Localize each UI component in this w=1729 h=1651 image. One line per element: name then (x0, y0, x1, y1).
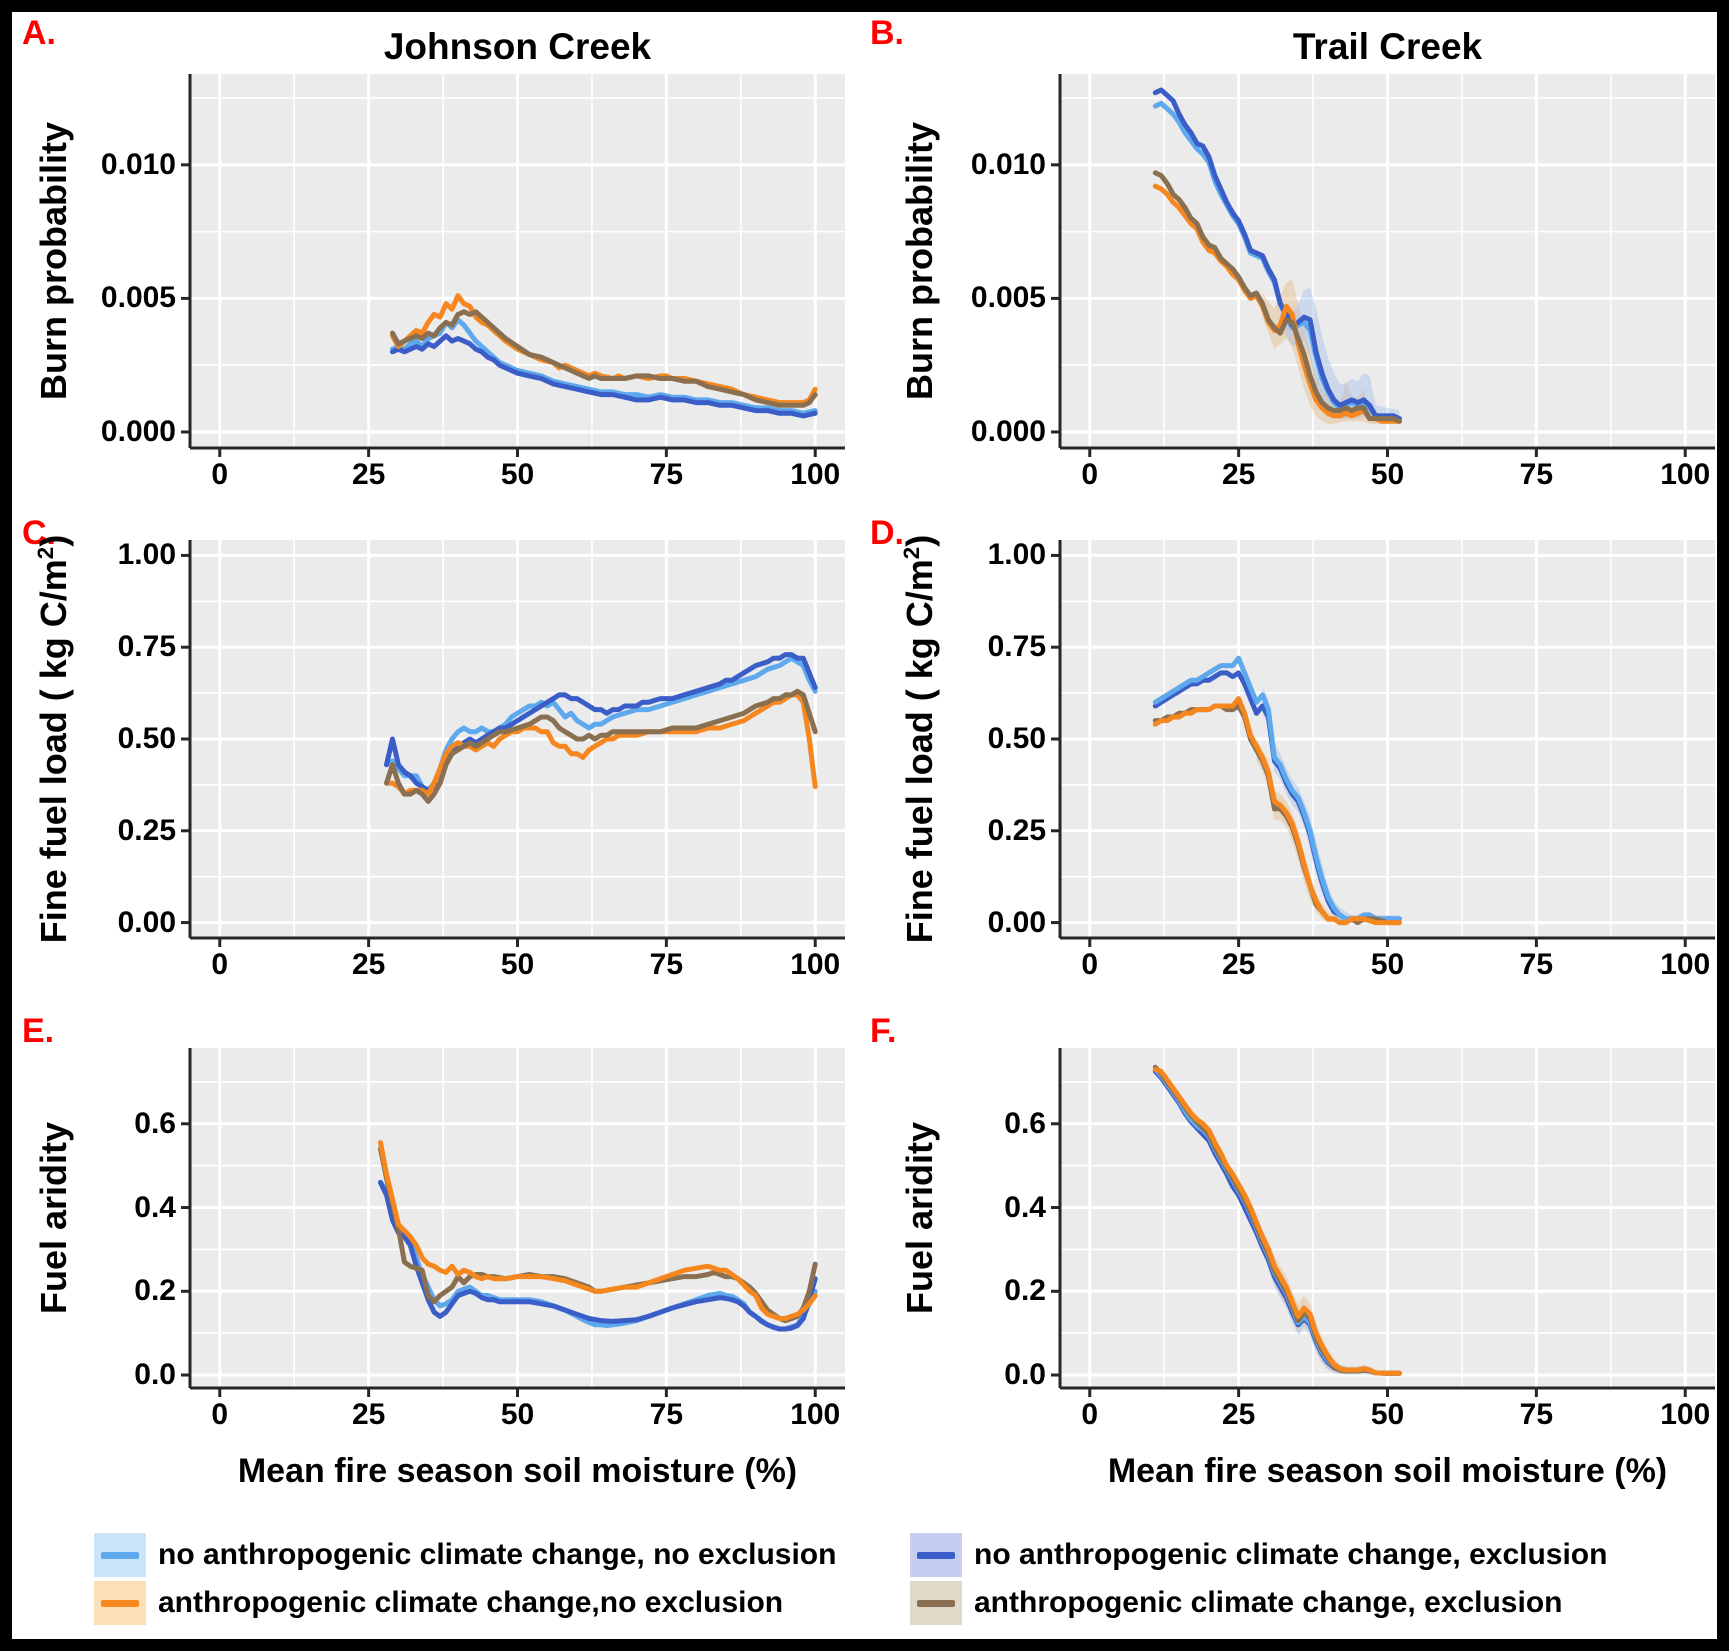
panel-letter-f: F. (870, 1012, 897, 1050)
y-tick-label: 0.0 (1004, 1358, 1046, 1392)
y-tick-label: 0.000 (970, 414, 1046, 448)
legend-key-lightblue (94, 1533, 146, 1577)
legend-line-lightblue (101, 1551, 139, 1559)
legend-line-orange (101, 1599, 139, 1607)
chart-svg-c (181, 540, 845, 947)
column-title-johnson-creek: Johnson Creek (383, 26, 652, 67)
y-tick-label: 0.010 (970, 147, 1046, 181)
x-tick-label: 50 (1370, 948, 1405, 981)
legend-key-darkblue (910, 1533, 962, 1577)
x-tick-label: 100 (790, 1398, 841, 1431)
y-tick-label: 0.000 (100, 414, 176, 448)
x-tick-label: 25 (351, 1398, 386, 1431)
legend-line-darkblue (917, 1551, 955, 1559)
x-tick-label: 75 (1519, 1398, 1554, 1431)
column-title-trail-creek: Trail Creek (1292, 26, 1483, 67)
chart-svg-d (1051, 540, 1715, 947)
panel-letter-e: E. (22, 1012, 55, 1050)
x-tick-label: 75 (649, 1398, 684, 1431)
x-tick-label: 75 (649, 948, 684, 981)
legend-key-brown (910, 1581, 962, 1625)
y-tick-label: 0.50 (987, 722, 1046, 755)
x-tick-label: 50 (500, 458, 535, 491)
panel-letter-d: D. (870, 514, 904, 552)
plot-area-d (1051, 540, 1715, 947)
x-tick-label: 0 (211, 458, 229, 491)
chart-svg-a (181, 74, 845, 457)
panel-letter-a: A. (22, 14, 56, 52)
x-tick-label: 75 (1519, 458, 1554, 491)
y-tick-label: 0.25 (987, 813, 1046, 847)
x-tick-label: 100 (1660, 948, 1711, 981)
x-axis-title-left: Mean fire season soil moisture (%) (237, 1452, 798, 1490)
legend-line-brown (917, 1599, 955, 1607)
x-tick-label: 75 (1519, 948, 1554, 981)
y-tick-label: 0.005 (100, 281, 176, 315)
x-tick-label: 50 (1370, 458, 1405, 491)
y-tick-label: 0.50 (117, 722, 176, 755)
y-tick-label: 0.0 (134, 1358, 176, 1392)
y-tick-label: 0.00 (987, 905, 1046, 939)
x-tick-label: 75 (649, 458, 684, 491)
x-tick-label: 0 (1081, 458, 1099, 491)
y-tick-label: 0.6 (1004, 1106, 1046, 1140)
x-tick-label: 0 (211, 1398, 229, 1431)
legend-item-no-cc-no-exclusion: no anthropogenic climate change, no excl… (94, 1532, 836, 1578)
x-tick-label: 100 (790, 458, 841, 491)
chart-svg-e (181, 1048, 845, 1397)
plot-area-c (181, 540, 845, 947)
plot-area-e (181, 1048, 845, 1397)
y-tick-label: 0.25 (117, 813, 176, 847)
y-tick-label: 0.4 (134, 1190, 176, 1224)
x-tick-label: 25 (351, 458, 386, 491)
x-tick-label: 50 (500, 948, 535, 981)
panel-letter-c: C. (22, 514, 56, 552)
chart-svg-f (1051, 1048, 1715, 1397)
x-tick-label: 25 (1221, 948, 1256, 981)
legend-label: no anthropogenic climate change, exclusi… (974, 1538, 1608, 1571)
legend-item-no-cc-exclusion: no anthropogenic climate change, exclusi… (910, 1532, 1607, 1578)
legend-label: anthropogenic climate change, exclusion (974, 1586, 1563, 1619)
x-tick-label: 100 (1660, 1398, 1711, 1431)
x-tick-label: 0 (1081, 948, 1099, 981)
y-tick-label: 0.75 (117, 630, 176, 664)
legend-item-cc-exclusion: anthropogenic climate change, exclusion (910, 1580, 1562, 1626)
y-tick-label: 0.75 (987, 630, 1046, 664)
y-tick-label: 0.00 (117, 905, 176, 939)
x-tick-label: 0 (211, 948, 229, 981)
y-tick-label: 0.6 (134, 1106, 176, 1140)
x-axis-title-right: Mean fire season soil moisture (%) (1107, 1452, 1668, 1490)
legend-label: anthropogenic climate change,no exclusio… (158, 1586, 784, 1619)
x-tick-label: 50 (1370, 1398, 1405, 1431)
plot-area-a (181, 74, 845, 457)
x-tick-label: 25 (1221, 458, 1256, 491)
panel-letter-b: B. (870, 14, 904, 52)
x-tick-label: 100 (1660, 458, 1711, 491)
y-tick-label: 0.005 (970, 281, 1046, 315)
y-tick-label: 0.010 (100, 147, 176, 181)
x-tick-label: 25 (351, 948, 386, 981)
x-tick-label: 100 (790, 948, 841, 981)
chart-svg-b (1051, 74, 1715, 457)
x-tick-label: 25 (1221, 1398, 1256, 1431)
y-tick-label: 0.2 (134, 1274, 176, 1308)
plot-area-b (1051, 74, 1715, 457)
y-tick-label: 0.4 (1004, 1190, 1046, 1224)
x-tick-label: 0 (1081, 1398, 1099, 1431)
legend-key-orange (94, 1581, 146, 1625)
x-tick-label: 50 (500, 1398, 535, 1431)
legend-label: no anthropogenic climate change, no excl… (158, 1538, 837, 1571)
y-tick-label: 1.00 (987, 538, 1046, 572)
plot-area-f (1051, 1048, 1715, 1397)
y-tick-label: 1.00 (117, 538, 176, 572)
y-tick-label: 0.2 (1004, 1274, 1046, 1308)
legend-item-cc-no-exclusion: anthropogenic climate change,no exclusio… (94, 1580, 783, 1626)
